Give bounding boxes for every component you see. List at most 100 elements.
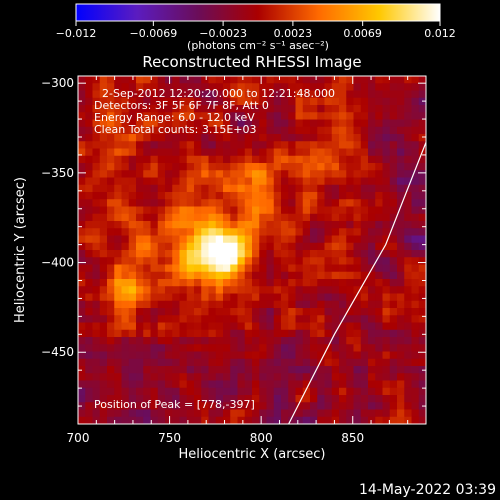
heatmap-cell: [360, 358, 369, 367]
heatmap-cell: [157, 97, 166, 106]
heatmap-cell: [273, 105, 282, 113]
heatmap-cell: [157, 134, 166, 142]
heatmap-cell: [317, 279, 325, 287]
heatmap-cell: [78, 300, 86, 309]
heatmap-cell: [208, 250, 217, 258]
heatmap-cell: [128, 141, 137, 149]
heatmap-cell: [208, 308, 217, 316]
heatmap-cell: [360, 155, 369, 164]
heatmap-cell: [310, 134, 318, 142]
heatmap-cell: [172, 90, 180, 99]
heatmap-cell: [310, 155, 318, 164]
heatmap-cell: [411, 206, 420, 215]
heatmap-cell: [411, 163, 420, 171]
heatmap-cell: [404, 315, 412, 323]
heatmap-cell: [273, 358, 282, 367]
y-tick-label: −300: [41, 76, 74, 90]
heatmap-cell: [252, 112, 260, 120]
heatmap-cell: [136, 155, 144, 164]
heatmap-cell: [92, 177, 101, 186]
heatmap-cell: [223, 105, 231, 113]
heatmap-cell: [208, 409, 217, 418]
heatmap-cell: [172, 119, 180, 128]
heatmap-cell: [121, 235, 130, 244]
heatmap-cell: [208, 141, 217, 149]
heatmap-cell: [215, 213, 224, 222]
heatmap-cell: [360, 373, 369, 381]
heatmap-cell: [418, 134, 426, 142]
heatmap-cell: [237, 76, 246, 84]
heatmap-cell: [121, 163, 130, 171]
heatmap-cell: [375, 242, 383, 251]
heatmap-cell: [404, 286, 412, 294]
heatmap-cell: [360, 83, 369, 91]
heatmap-cell: [201, 228, 209, 236]
heatmap-cell: [215, 177, 224, 186]
heatmap-cell: [302, 387, 311, 396]
heatmap-cell: [172, 83, 180, 91]
heatmap-cell: [208, 286, 217, 294]
heatmap-cell: [266, 206, 275, 215]
heatmap-cell: [360, 206, 369, 215]
heatmap-cell: [143, 206, 151, 215]
heatmap-cell: [266, 199, 275, 207]
heatmap-cell: [244, 380, 253, 389]
heatmap-cell: [186, 97, 195, 106]
heatmap-cell: [404, 134, 412, 142]
heatmap-cell: [244, 105, 253, 113]
heatmap-cell: [397, 134, 405, 142]
heatmap-cell: [85, 286, 93, 294]
heatmap-cell: [288, 155, 296, 164]
heatmap-cell: [295, 134, 304, 142]
heatmap-cell: [99, 119, 108, 128]
heatmap-cell: [128, 177, 137, 186]
heatmap-cell: [186, 221, 195, 229]
heatmap-cell: [266, 242, 275, 251]
heatmap-cell: [317, 83, 325, 91]
heatmap-cell: [143, 257, 151, 265]
heatmap-cell: [259, 148, 267, 157]
heatmap-cell: [382, 83, 391, 91]
heatmap-cell: [208, 344, 217, 352]
heatmap-cell: [397, 184, 405, 193]
heatmap-cell: [230, 329, 238, 338]
heatmap-cell: [288, 264, 296, 273]
heatmap-cell: [114, 380, 122, 389]
heatmap-cell: [215, 271, 224, 280]
heatmap-cell: [99, 286, 108, 294]
heatmap-cell: [281, 228, 289, 236]
heatmap-cell: [208, 90, 217, 99]
heatmap-cell: [230, 141, 238, 149]
heatmap-cell: [389, 315, 398, 323]
heatmap-cell: [346, 235, 354, 244]
heatmap-cell: [107, 344, 115, 352]
heatmap-cell: [302, 351, 311, 360]
heatmap-cell: [389, 300, 398, 309]
heatmap-cell: [331, 416, 340, 424]
heatmap-cell: [150, 119, 159, 128]
heatmap-cell: [404, 329, 412, 338]
heatmap-cell: [397, 112, 405, 120]
heatmap-cell: [418, 322, 426, 331]
heatmap-cell: [201, 148, 209, 157]
heatmap-cell: [310, 329, 318, 338]
heatmap-cell: [165, 286, 173, 294]
heatmap-cell: [99, 351, 108, 360]
heatmap-cell: [143, 337, 151, 345]
heatmap-cell: [244, 199, 253, 207]
heatmap-cell: [121, 358, 130, 367]
heatmap-cell: [208, 402, 217, 410]
heatmap-cell: [360, 90, 369, 99]
heatmap-cell: [353, 105, 362, 113]
heatmap-cell: [404, 293, 412, 302]
heatmap-cell: [165, 351, 173, 360]
heatmap-cell: [244, 184, 253, 193]
heatmap-cell: [157, 271, 166, 280]
heatmap-cell: [339, 134, 347, 142]
heatmap-cell: [259, 373, 267, 381]
heatmap-cell: [237, 337, 246, 345]
heatmap-cell: [368, 235, 376, 244]
heatmap-cell: [302, 148, 311, 157]
heatmap-cell: [223, 97, 231, 106]
heatmap-cell: [259, 228, 267, 236]
